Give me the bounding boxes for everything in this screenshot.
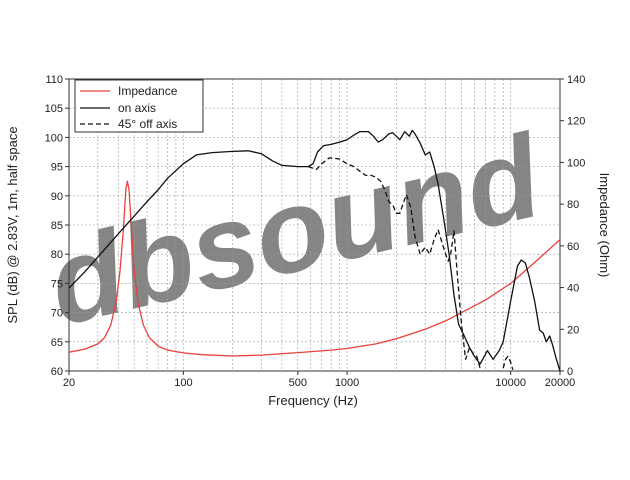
- y-tick-label: 70: [51, 308, 63, 320]
- y-tick-label: 60: [51, 366, 63, 378]
- x-tick-label: 500: [289, 377, 307, 389]
- off-axis-line-segment: [502, 355, 514, 370]
- y-tick-label: 110: [45, 74, 63, 86]
- y-tick-label: 105: [45, 103, 63, 115]
- y2-tick-label: 40: [567, 283, 579, 295]
- y-tick-label: 75: [51, 278, 63, 290]
- legend-label-impedance: Impedance: [118, 84, 178, 98]
- x-tick-label: 20000: [545, 377, 576, 389]
- y-tick-label: 65: [51, 337, 63, 349]
- y-tick-label: 100: [45, 132, 63, 144]
- x-tick-label: 1000: [335, 377, 359, 389]
- x-tick-label: 10000: [495, 377, 526, 389]
- y2-tick-label: 0: [567, 366, 573, 378]
- y2-tick-label: 100: [567, 157, 585, 169]
- y2-tick-label: 120: [567, 116, 585, 128]
- x-tick-label: 20: [63, 377, 75, 389]
- x-tick-label: 100: [174, 377, 192, 389]
- series-group: [68, 129, 561, 372]
- y-tick-label: 95: [51, 162, 63, 174]
- legend-box: [74, 79, 204, 133]
- y2-tick-label: 20: [567, 324, 579, 336]
- x-axis-title: Frequency (Hz): [268, 393, 358, 408]
- watermark-logo: dbsound: [37, 110, 555, 351]
- y2-tick-label: 60: [567, 241, 579, 253]
- legend-label-off-axis: 45° off axis: [118, 117, 177, 131]
- y2-tick-label: 80: [567, 199, 579, 211]
- y2-axis-title: Impedance (Ohm): [597, 173, 612, 278]
- y-tick-label: 80: [51, 249, 63, 261]
- legend-label-on-axis: on axis: [118, 101, 156, 115]
- off-axis-line: [308, 157, 481, 369]
- impedance-line: [68, 180, 561, 357]
- y2-tick-label: 140: [567, 74, 585, 86]
- y-tick-label: 85: [51, 220, 63, 232]
- on-axis-line: [68, 129, 561, 372]
- y-axis-title: SPL (dB) @ 2.83V, 1m, half space: [5, 126, 20, 323]
- tick-labels: 20 100 500 1000 10000 20000606570758085909510…: [45, 74, 586, 389]
- grid: [69, 79, 560, 371]
- y-tick-label: 90: [51, 191, 63, 203]
- legend: Impedance on axis 45° off axis: [74, 79, 204, 133]
